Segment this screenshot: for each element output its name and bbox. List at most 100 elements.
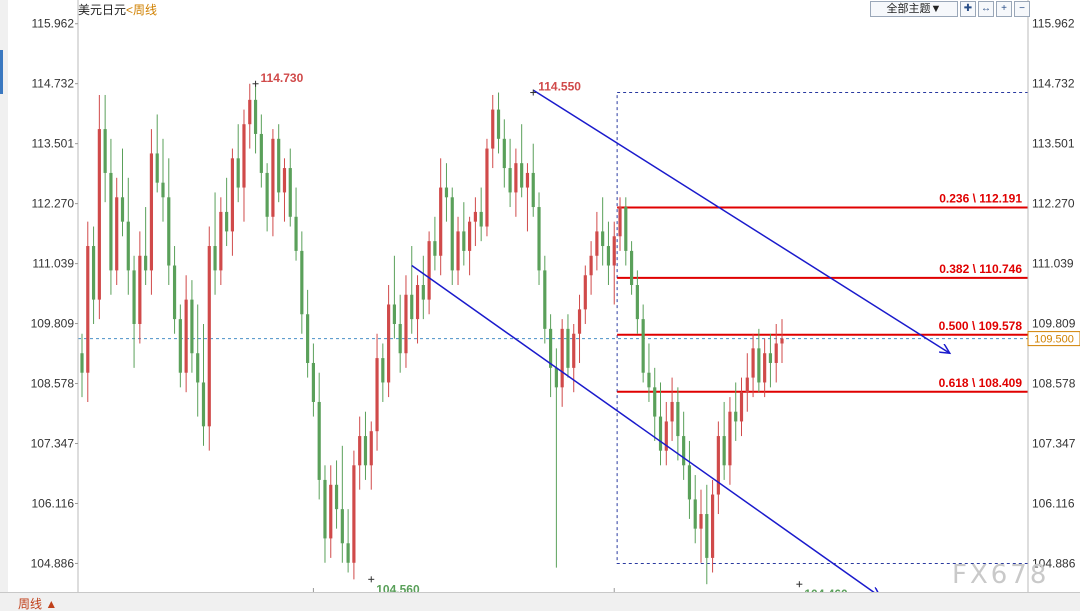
candle-body	[167, 197, 171, 266]
candle-body	[236, 158, 240, 188]
candle-body	[641, 319, 645, 373]
bottom-bar: 周线 ▲	[0, 592, 1080, 611]
y-tick-label-right: 104.886	[1032, 556, 1076, 570]
candle-body	[230, 158, 235, 232]
candle-body	[91, 246, 96, 300]
y-tick-label-left: 107.347	[31, 437, 75, 451]
candle-body	[670, 401, 674, 422]
candle-body	[207, 246, 211, 427]
candle-body	[491, 109, 495, 149]
fibonacci-level-label: 0.382 \ 110.746	[939, 262, 1022, 276]
candle-body	[687, 465, 692, 500]
candle-body	[404, 294, 408, 354]
candle-body	[277, 138, 281, 193]
candle-body	[508, 168, 512, 193]
theme-dropdown-button[interactable]: 全部主题▼	[870, 1, 958, 17]
candle-body	[415, 285, 420, 320]
candle-body	[456, 231, 460, 271]
candle-body	[109, 172, 113, 271]
candle-body	[763, 353, 767, 383]
candle-body	[387, 304, 391, 383]
channel-layer	[411, 89, 950, 597]
candle-body	[253, 99, 258, 134]
candle-body	[126, 221, 130, 271]
candle-body	[80, 353, 84, 373]
candle-body	[398, 323, 402, 354]
period-toggle-button[interactable]: 周线 ▲	[18, 597, 58, 611]
candle-body	[647, 372, 651, 388]
candle-body	[300, 250, 304, 315]
candle-body	[311, 362, 315, 402]
candle-body	[282, 168, 287, 193]
candle-body	[317, 401, 321, 480]
candle-body	[612, 236, 616, 266]
fit-width-icon[interactable]: ↔	[978, 1, 994, 17]
candle-body	[288, 168, 292, 217]
y-tick-label-right: 106.116	[1032, 497, 1075, 511]
y-tick-label-right: 107.347	[1032, 437, 1076, 451]
candle-body	[184, 299, 188, 373]
candle-body	[97, 129, 101, 300]
candle-body	[705, 514, 709, 558]
candle-body	[572, 333, 576, 368]
candle-body	[375, 358, 379, 432]
current-price-box	[1027, 331, 1080, 347]
candle-body	[664, 421, 668, 451]
candle-body	[421, 285, 425, 300]
candle-body	[473, 211, 477, 222]
candle-body	[560, 328, 564, 388]
y-tick-label-right: 109.809	[1032, 317, 1076, 331]
candle-body	[479, 211, 483, 227]
candle-body	[531, 172, 535, 208]
candle-body	[144, 255, 148, 271]
fibonacci-level-label: 0.500 \ 109.578	[939, 319, 1023, 333]
chart-toolbar: 全部主题▼ ✚ ↔ + −	[870, 1, 1030, 17]
candle-body	[161, 182, 165, 198]
candle-body	[734, 411, 738, 422]
candle-body	[525, 172, 530, 188]
candle-body	[172, 265, 177, 320]
candle-body	[444, 187, 449, 198]
candle-body	[248, 99, 252, 125]
candle-body	[334, 484, 339, 510]
candle-body	[213, 246, 217, 271]
extreme-label: 114.730	[261, 71, 304, 85]
candle-body	[757, 348, 761, 383]
candle-body	[728, 411, 732, 466]
y-tick-label-left: 106.116	[32, 497, 75, 511]
candle-body	[115, 197, 119, 271]
y-tick-label-right: 112.270	[1032, 197, 1075, 211]
extreme-label: 114.550	[538, 80, 581, 94]
candle-body	[554, 367, 558, 388]
candle-body	[606, 246, 611, 266]
candle-body	[178, 319, 182, 373]
zoom-in-icon[interactable]: +	[996, 1, 1012, 17]
candle-body	[259, 133, 263, 173]
candle-body	[629, 250, 634, 286]
candle-body	[624, 207, 628, 251]
left-panel-strip	[0, 0, 8, 592]
candle-body	[774, 343, 778, 363]
y-tick-label-left: 111.039	[32, 257, 74, 271]
left-panel-marker	[0, 50, 3, 94]
candle-body	[306, 314, 310, 363]
y-tick-label-right: 115.962	[1032, 17, 1075, 31]
y-tick-label-left: 115.962	[32, 17, 75, 31]
candle-body	[433, 241, 437, 256]
candle-body	[265, 172, 269, 217]
candle-body	[352, 465, 356, 563]
candle-body	[363, 436, 368, 466]
candle-body	[676, 401, 680, 437]
candle-body	[699, 514, 703, 529]
symbol-name: 美元日元	[78, 3, 127, 17]
fibonacci-layer: 0.236 \ 112.191 0.382 \ 110.746 0.500 \ 10…	[616, 92, 1029, 564]
candle-body	[138, 255, 142, 324]
crosshair-icon[interactable]: ✚	[960, 1, 976, 17]
candle-body	[132, 270, 136, 324]
candle-body	[739, 392, 744, 422]
candle-body	[751, 348, 755, 378]
channel-line	[411, 264, 881, 597]
candle-body	[653, 387, 657, 417]
candle-body	[745, 377, 749, 393]
zoom-out-icon[interactable]: −	[1014, 1, 1030, 17]
